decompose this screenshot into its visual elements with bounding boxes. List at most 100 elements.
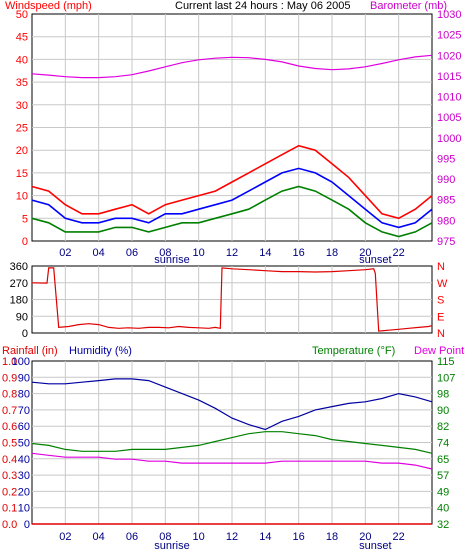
sunrise-label: sunrise <box>154 254 189 266</box>
rainfall-tick-label: 0.7 <box>2 405 17 417</box>
wind-direction-line <box>31 267 433 332</box>
sunset-label: sunset <box>359 254 391 266</box>
humidity-line <box>31 378 433 431</box>
time-tick-label: 12 <box>226 247 238 259</box>
windspeed-axis-title: Windspeed (mph) <box>5 0 92 12</box>
barometer-tick-label: 990 <box>437 174 455 186</box>
compass-tick-label: N <box>437 328 445 340</box>
temperature-tick-label: 115 <box>437 356 455 368</box>
barometer-tick-label: 995 <box>437 153 455 165</box>
time-tick-label: 10 <box>193 247 205 259</box>
barometer-line <box>31 54 433 79</box>
temperature-tick-label: 90 <box>437 405 449 417</box>
time-tick-label: 06 <box>126 247 138 259</box>
sunrise-label: sunrise <box>154 540 189 552</box>
windspeed-tick-label: 40 <box>16 54 28 66</box>
time-tick-label: 20 <box>359 247 371 259</box>
rainfall-tick-label: 0.1 <box>2 503 17 515</box>
temperature-tick-label: 32 <box>437 519 449 531</box>
time-tick-label: 12 <box>226 531 238 543</box>
humidity-tick-label: 100 <box>12 356 30 368</box>
humidity-axis-title: Humidity (%) <box>69 345 132 357</box>
compass-tick-label: S <box>437 295 444 307</box>
temperature-line <box>31 431 433 454</box>
humidity-tick-label: 50 <box>18 438 30 450</box>
rainfall-tick-label: 0.3 <box>2 470 17 482</box>
humidity-tick-label: 10 <box>18 503 30 515</box>
rainfall-tick-label: 1.0 <box>2 356 17 368</box>
temperature-tick-label: 57 <box>437 470 449 482</box>
direction-tick-label: 360 <box>10 261 28 273</box>
barometer-tick-label: 1015 <box>437 71 461 83</box>
time-tick-label: 02 <box>59 247 71 259</box>
windspeed-tick-label: 5 <box>22 213 28 225</box>
chart-title: Current last 24 hours : May 06 2005 <box>175 0 350 12</box>
rainfall-tick-label: 0.0 <box>2 519 17 531</box>
dewpoint-axis-title: Dew Point <box>414 345 464 357</box>
humidity-tick-label: 80 <box>18 389 30 401</box>
rainfall-axis-title: Rainfall (in) <box>2 345 58 357</box>
time-tick-label: 22 <box>393 247 405 259</box>
barometer-tick-label: 1005 <box>437 112 461 124</box>
time-tick-label: 14 <box>259 247 271 259</box>
time-tick-label: 10 <box>193 531 205 543</box>
barometer-tick-label: 980 <box>437 215 455 227</box>
barometer-tick-label: 1025 <box>437 30 461 42</box>
time-tick-label: 04 <box>93 247 105 259</box>
rainfall-tick-label: 0.6 <box>2 421 17 433</box>
dewpoint-line <box>31 452 433 470</box>
time-tick-label: 14 <box>259 531 271 543</box>
time-tick-label: 04 <box>93 531 105 543</box>
barometer-tick-label: 1010 <box>437 92 461 104</box>
temperature-axis-title: Temperature (°F) <box>312 345 395 357</box>
barometer-tick-label: 1020 <box>437 50 461 62</box>
temperature-tick-label: 82 <box>437 421 449 433</box>
time-tick-label: 18 <box>326 531 338 543</box>
rainfall-tick-label: 0.4 <box>2 454 17 466</box>
windspeed-tick-label: 10 <box>16 191 28 203</box>
barometer-tick-label: 1030 <box>437 9 461 21</box>
temperature-tick-label: 49 <box>437 486 449 498</box>
humidity-tick-label: 70 <box>18 405 30 417</box>
rainfall-tick-label: 0.8 <box>2 389 17 401</box>
compass-tick-label: N <box>437 261 445 273</box>
time-tick-label: 02 <box>59 531 71 543</box>
time-tick-label: 16 <box>293 531 305 543</box>
humidity-tick-label: 0 <box>24 519 30 531</box>
temperature-tick-label: 65 <box>437 454 449 466</box>
compass-tick-label: E <box>437 311 444 323</box>
humidity-tick-label: 40 <box>18 454 30 466</box>
time-tick-label: 08 <box>159 247 171 259</box>
time-tick-label: 22 <box>393 531 405 543</box>
direction-tick-label: 0 <box>22 328 28 340</box>
sunset-label: sunset <box>359 540 391 552</box>
windspeed-max-line <box>31 144 433 220</box>
compass-tick-label: W <box>437 278 448 290</box>
temperature-tick-label: 40 <box>437 503 449 515</box>
windspeed-tick-label: 30 <box>16 100 28 112</box>
rainfall-tick-label: 0.9 <box>2 372 17 384</box>
windspeed-tick-label: 0 <box>22 236 28 248</box>
windspeed-tick-label: 20 <box>16 145 28 157</box>
humidity-tick-label: 30 <box>18 470 30 482</box>
windspeed-avg-line <box>31 185 433 238</box>
barometer-tick-label: 1000 <box>437 133 461 145</box>
direction-tick-label: 270 <box>10 278 28 290</box>
windspeed-tick-label: 15 <box>16 168 28 180</box>
temperature-tick-label: 98 <box>437 389 449 401</box>
time-tick-label: 18 <box>326 247 338 259</box>
windspeed-mid-line <box>31 167 433 229</box>
time-tick-label: 20 <box>359 531 371 543</box>
direction-tick-label: 180 <box>10 295 28 307</box>
time-tick-label: 16 <box>293 247 305 259</box>
windspeed-tick-label: 50 <box>16 9 28 21</box>
time-tick-label: 08 <box>159 531 171 543</box>
temperature-tick-label: 107 <box>437 372 455 384</box>
direction-tick-label: 90 <box>16 311 28 323</box>
temperature-tick-label: 74 <box>437 438 449 450</box>
barometer-tick-label: 975 <box>437 236 455 248</box>
barometer-tick-label: 985 <box>437 195 455 207</box>
rainfall-tick-label: 0.5 <box>2 438 17 450</box>
